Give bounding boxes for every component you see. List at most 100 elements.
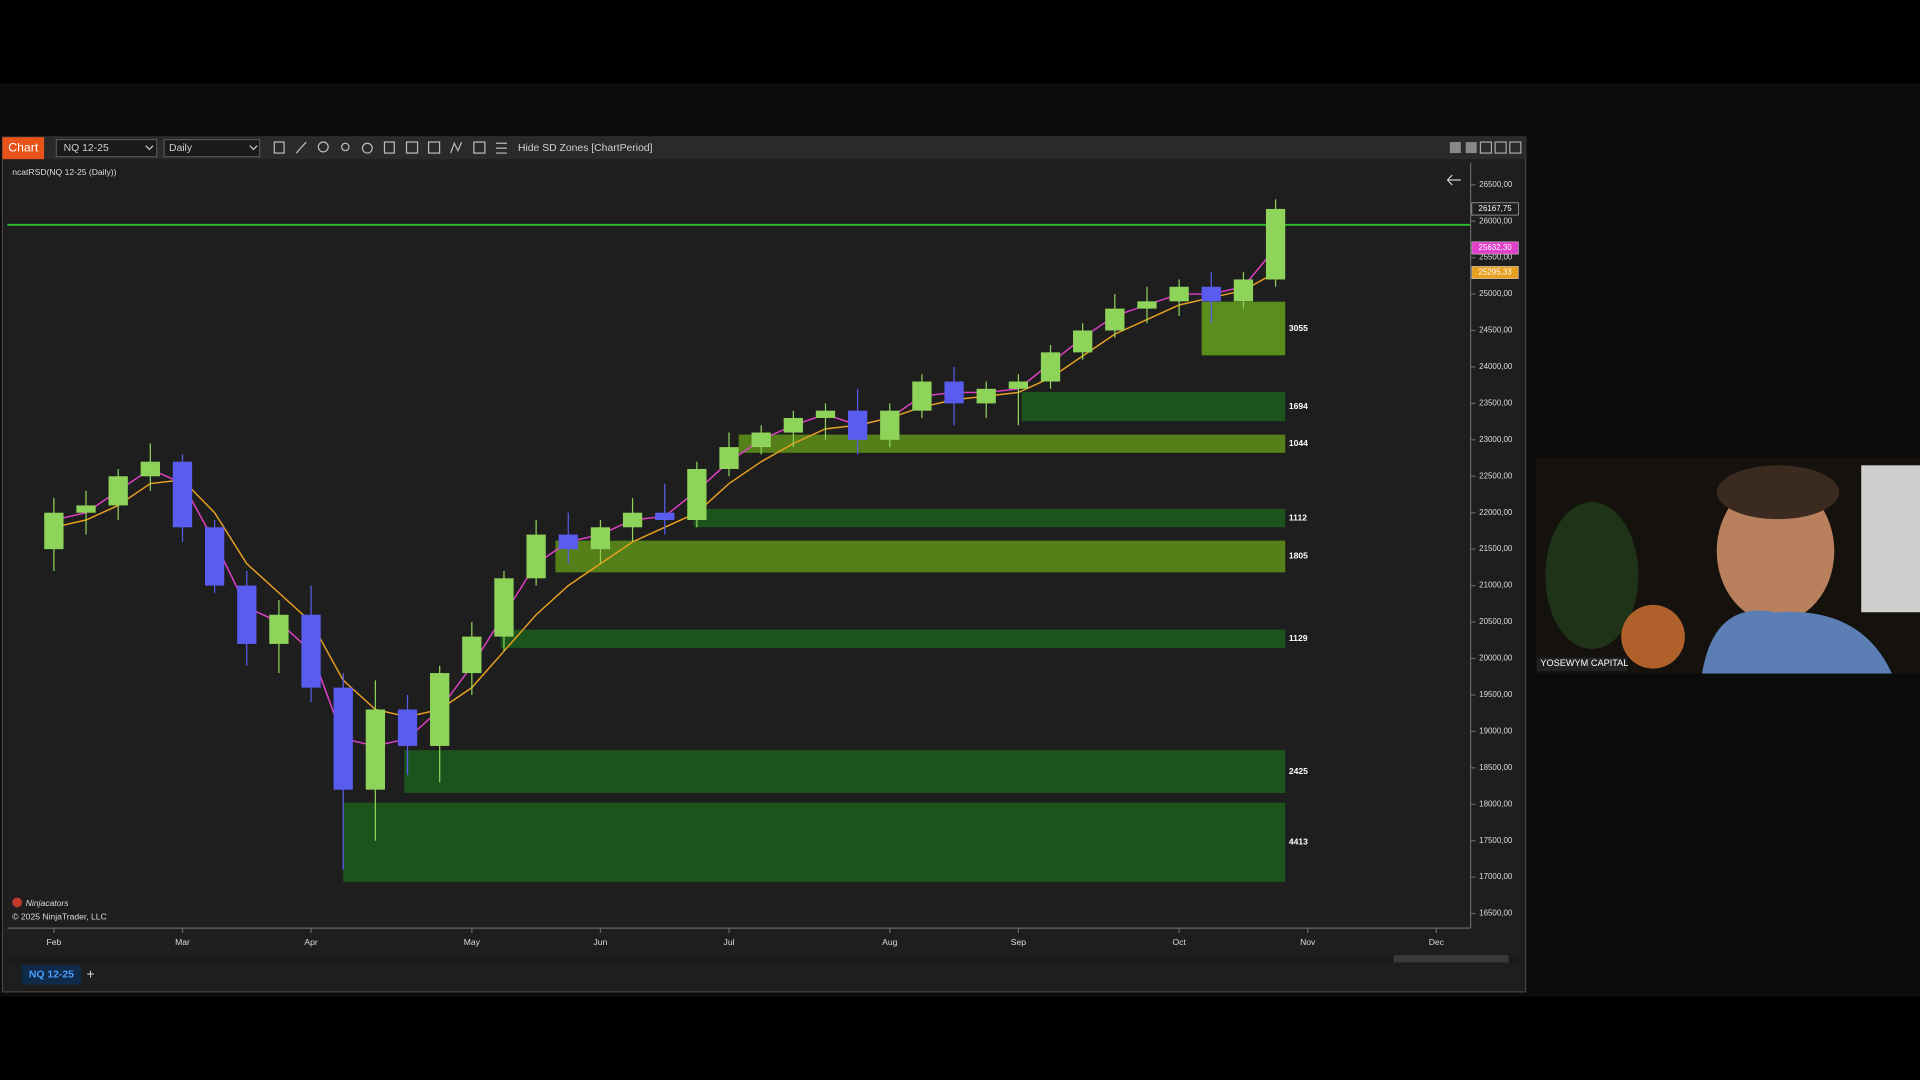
y-tick-label: 22500,00 [1479, 471, 1513, 480]
candle-body [1201, 286, 1221, 302]
y-tick-label: 25500,00 [1479, 253, 1513, 262]
candle-body [397, 709, 418, 746]
candle-body [1105, 308, 1125, 331]
window-controls[interactable] [1449, 141, 1522, 154]
tab[interactable] [22, 964, 81, 985]
price-marker-label: 25632,30 [1479, 243, 1513, 252]
x-tick-label: Jun [594, 937, 608, 947]
x-tick-label: Jul [724, 937, 735, 947]
price-marker-label: 25295,33 [1479, 268, 1513, 277]
candle-body [526, 534, 546, 579]
sd-zone [404, 750, 1286, 793]
candle-body [976, 388, 996, 404]
x-tick-label: Sep [1011, 937, 1026, 947]
sd-zone [738, 434, 1286, 453]
price-marker-label: 26167,75 [1479, 204, 1513, 213]
y-tick-label: 18000,00 [1479, 799, 1513, 808]
tab-label: NQ 12-25 [29, 969, 74, 980]
zone-label: 1694 [1289, 401, 1308, 411]
y-tick-label: 26500,00 [1479, 180, 1513, 189]
dropdown-arrow [249, 145, 258, 151]
dropdown-arrow [145, 145, 154, 151]
instrument: NQ 12-25 [64, 143, 109, 154]
y-tick-label: 18500,00 [1479, 763, 1513, 772]
candle-body [1040, 352, 1061, 382]
y-tick-label: 17000,00 [1479, 872, 1513, 881]
candle-body [912, 381, 932, 411]
watermark-logo [12, 897, 23, 908]
candle-body [590, 527, 611, 550]
candle-body [1265, 208, 1286, 280]
candle-body [815, 410, 836, 418]
x-tick-label: Mar [175, 937, 190, 947]
scrollbar[interactable] [9, 955, 1519, 963]
candle-body [494, 578, 514, 637]
y-tick-label: 23500,00 [1479, 398, 1513, 407]
price-marker [1471, 241, 1519, 255]
toolbar-icons[interactable] [273, 141, 507, 154]
watermark: Ninjacators [26, 898, 70, 908]
y-tick-label: 16500,00 [1479, 909, 1513, 918]
x-tick-label: Nov [1300, 937, 1316, 947]
webcam-plant [1545, 502, 1639, 649]
scroll-thumb[interactable] [1393, 955, 1509, 963]
y-tick-label: 24500,00 [1479, 326, 1513, 335]
y-tick-label: 22000,00 [1479, 508, 1513, 517]
zone-label: 3055 [1289, 323, 1308, 333]
app-name: Chart [8, 140, 39, 154]
candle-body [462, 636, 482, 674]
candle-body [751, 432, 771, 448]
y-tick-label: 23000,00 [1479, 435, 1513, 444]
sd-zone [693, 508, 1286, 528]
candle-body [1008, 381, 1029, 389]
zone-label: 1805 [1289, 551, 1308, 561]
sd-zone [343, 802, 1286, 882]
y-tick-label: 21500,00 [1479, 544, 1513, 553]
period: Daily [169, 143, 193, 154]
candle-body [44, 512, 64, 550]
candle-body [76, 505, 96, 513]
y-tick-label: 20000,00 [1479, 654, 1513, 663]
candle-body [1169, 286, 1189, 302]
y-tick-label: 19500,00 [1479, 690, 1513, 699]
candle-body [1073, 330, 1093, 353]
candle-body [1233, 279, 1254, 302]
candle-body [430, 673, 450, 746]
candle-body [783, 417, 803, 433]
candle-body [622, 512, 643, 528]
sd-zone [500, 629, 1286, 648]
back-arrow[interactable] [1446, 174, 1461, 186]
webcam-caption-box [1536, 657, 1628, 672]
candle-body [140, 461, 160, 477]
x-tick-label: May [464, 937, 481, 947]
candle-body [172, 461, 193, 528]
candle-body [333, 687, 353, 790]
zone-label: 1129 [1289, 633, 1308, 643]
candle-body [108, 476, 128, 506]
candle-body [237, 585, 257, 644]
app-button[interactable] [2, 137, 45, 160]
hide-zones-button[interactable]: Hide SD Zones [ChartPeriod] [518, 143, 653, 154]
sd-zone [1021, 391, 1286, 422]
candle-body [655, 512, 675, 520]
price-marker [1471, 266, 1519, 279]
zone-label: 1112 [1289, 512, 1307, 522]
y-tick-label: 21000,00 [1479, 581, 1513, 590]
x-tick-label: Apr [304, 937, 317, 947]
x-tick-label: Feb [46, 937, 61, 947]
toolbar [2, 137, 1526, 160]
add-tab[interactable]: + [87, 966, 95, 981]
copyright: © 2025 NinjaTrader, LLC [12, 911, 107, 921]
x-tick-label: Oct [1172, 937, 1186, 947]
period-select[interactable] [163, 138, 261, 158]
indicator-label: ncatRSD(NQ 12-25 (Daily)) [12, 167, 116, 177]
webcam-shirt [1702, 610, 1892, 674]
instrument-select[interactable] [55, 138, 158, 158]
sd-zone [555, 540, 1286, 573]
zone-label: 1044 [1289, 438, 1308, 448]
candle-body [1137, 301, 1157, 309]
candle-body [269, 614, 289, 644]
webcam-wall [1861, 465, 1920, 613]
